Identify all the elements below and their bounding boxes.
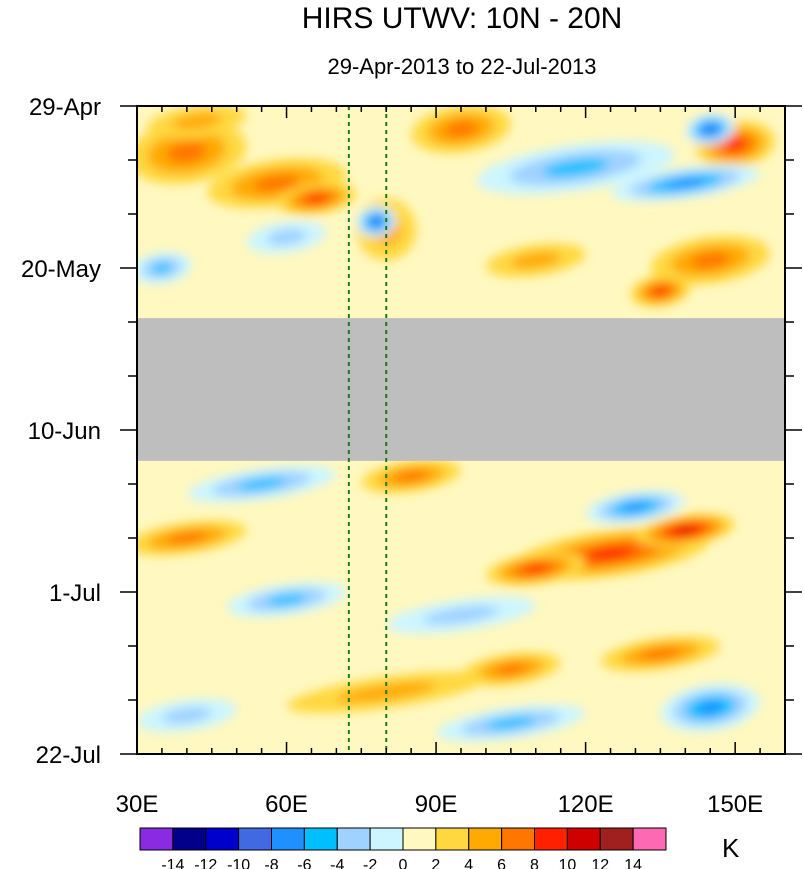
x-tick-label: 90E — [415, 791, 458, 818]
anomaly-feature — [690, 252, 731, 269]
anomaly-feature — [697, 701, 723, 714]
anomaly-feature — [266, 229, 307, 246]
anomaly-feature — [152, 262, 172, 274]
anomaly-feature — [236, 477, 287, 491]
anomaly-feature — [542, 158, 609, 177]
anomaly-feature — [167, 141, 207, 163]
colorbar-label: 2 — [431, 857, 440, 869]
anomaly-field — [137, 106, 775, 742]
colorbar: -14 -12 -10 -8 -6 -4 -2 0 2 4 6 8 10 12 14 — [139, 827, 667, 869]
colorbar-label: -10 — [227, 857, 250, 869]
x-axis: 30E 60E 90E 120E 150E — [116, 106, 786, 818]
colorbar-swatch — [599, 827, 634, 851]
colorbar-swatch — [303, 827, 338, 851]
colorbar-label: -8 — [264, 857, 278, 869]
chart-subtitle: 29-Apr-2013 to 22-Jul-2013 — [327, 54, 597, 79]
colorbar-swatch — [632, 827, 667, 851]
anomaly-feature — [666, 178, 704, 188]
anomaly-feature — [511, 251, 561, 269]
anomaly-feature — [494, 663, 528, 675]
anomaly-feature — [705, 126, 716, 133]
colorbar-label: -12 — [194, 857, 217, 869]
x-tick-label: 150E — [707, 791, 763, 818]
y-tick-label: 22-Jul — [36, 742, 101, 769]
y-tick-label: 1-Jul — [49, 580, 101, 607]
anomaly-feature — [306, 194, 327, 203]
anomaly-feature — [523, 564, 549, 574]
anomaly-blobs — [137, 106, 775, 742]
anomaly-feature — [423, 605, 499, 625]
colorbar-swatch — [435, 827, 470, 851]
colorbar-swatch — [468, 827, 503, 851]
colorbar-swatch — [534, 827, 568, 851]
colorbar-swatch — [566, 827, 601, 851]
colorbar-label: 10 — [558, 857, 576, 869]
colorbar-label: 8 — [530, 857, 539, 869]
anomaly-feature — [652, 287, 668, 296]
colorbar-units-label: K — [722, 833, 740, 863]
colorbar-label: 6 — [497, 857, 506, 869]
chart-title: HIRS UTWV: 10N - 20N — [301, 2, 623, 35]
colorbar-label: -6 — [297, 857, 311, 869]
colorbar-swatch — [271, 827, 305, 851]
colorbar-label: 4 — [464, 857, 473, 869]
colorbar-label: -14 — [161, 857, 184, 869]
y-axis: 29-Apr 20-May 10-Jun 1-Jul 22-Jul — [21, 94, 802, 769]
anomaly-feature — [623, 502, 648, 512]
colorbar-label: 12 — [591, 857, 609, 869]
anomaly-feature — [253, 174, 300, 192]
reference-lines — [347, 106, 388, 754]
y-tick-label: 29-Apr — [29, 94, 101, 121]
anomaly-feature — [486, 716, 536, 730]
anomaly-feature — [394, 470, 428, 482]
x-tick-label: 120E — [558, 791, 614, 818]
anomaly-feature — [585, 546, 636, 561]
colorbar-swatch — [369, 827, 404, 851]
anomaly-feature — [172, 113, 222, 130]
anomaly-feature — [266, 593, 307, 606]
colorbar-swatch — [238, 827, 272, 851]
anomaly-feature — [444, 121, 478, 138]
missing-data-rect — [137, 318, 785, 461]
colorbar-label: 14 — [624, 857, 642, 869]
colorbar-swatch — [172, 827, 207, 851]
y-tick-label: 10-Jun — [28, 418, 101, 445]
anomaly-feature — [372, 218, 381, 225]
colorbar-label: -4 — [330, 857, 344, 869]
colorbar-swatch — [501, 827, 535, 851]
anomaly-feature — [162, 707, 212, 724]
anomaly-feature — [675, 526, 696, 534]
anomaly-feature — [725, 138, 746, 151]
missing-data-band — [137, 318, 785, 461]
colorbar-swatch — [402, 827, 437, 851]
x-tick-label: 30E — [116, 791, 159, 818]
colorbar-swatch — [205, 827, 240, 851]
anomaly-feature — [167, 532, 207, 544]
y-tick-label: 20-May — [21, 256, 101, 283]
anomaly-feature — [640, 647, 681, 660]
colorbar-label: -2 — [363, 857, 377, 869]
colorbar-label: 0 — [399, 857, 408, 869]
colorbar-swatch — [336, 827, 371, 851]
x-tick-label: 60E — [265, 791, 308, 818]
colorbar-swatch — [139, 827, 174, 851]
